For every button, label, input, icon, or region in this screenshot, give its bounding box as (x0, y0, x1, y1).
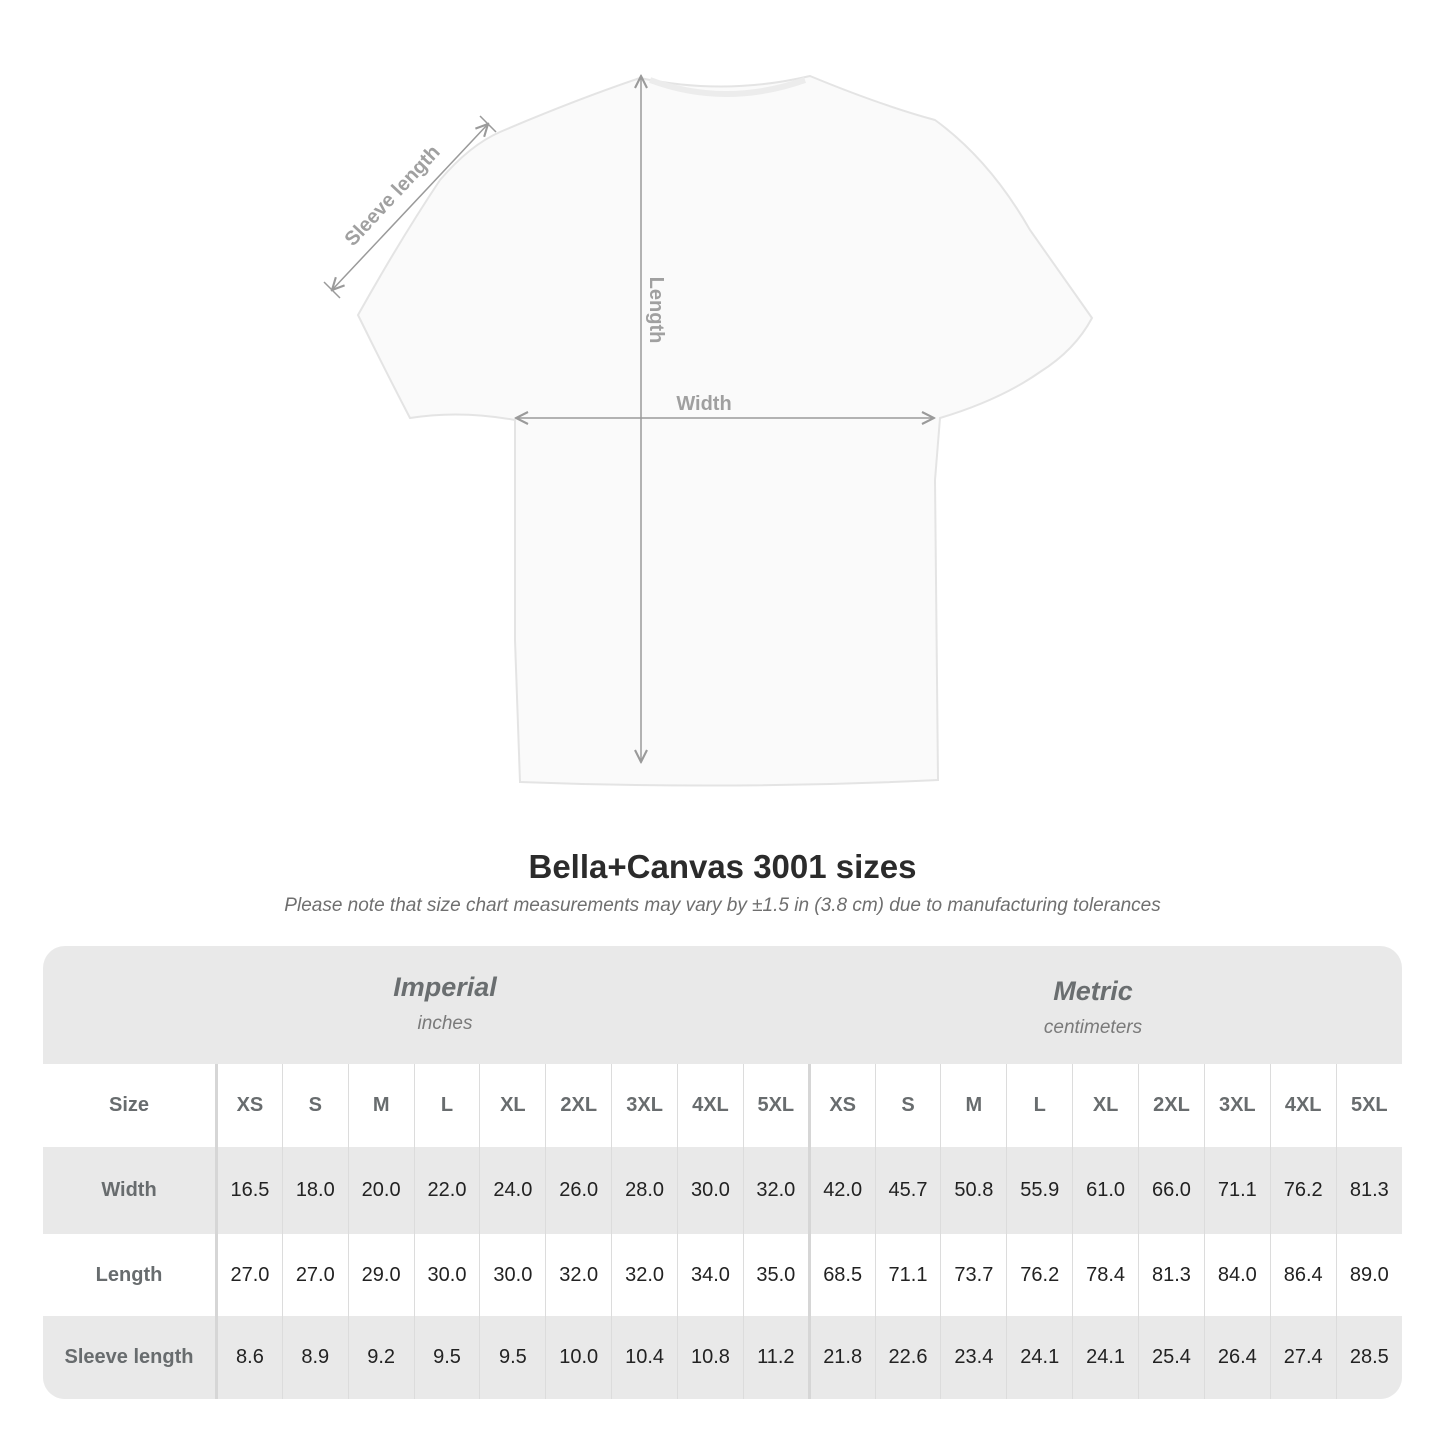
imperial-unit: inches (417, 1013, 473, 1034)
measurement-cell: 10.0 (545, 1316, 612, 1399)
table-row: Length 27.0 27.0 29.0 30.0 30.0 32.0 32.0 34.0 35… (43, 1234, 1402, 1316)
measurement-cell: 71.1 (1203, 1147, 1271, 1234)
size-imperial-header: 4XL (677, 1064, 744, 1147)
measurement-cell: 11.2 (742, 1316, 810, 1399)
size-imperial-header: XL (479, 1064, 546, 1147)
measurement-cell: 66.0 (1138, 1147, 1205, 1234)
measurement-cell: 68.5 (807, 1234, 876, 1316)
measurement-cell: 34.0 (677, 1234, 744, 1316)
measurement-cell: 27.0 (281, 1234, 349, 1316)
measurement-cell: 29.0 (347, 1234, 415, 1316)
size-chart-table: Imperial inches Metric centimeters Size X… (43, 946, 1402, 1399)
measurement-cell: 24.1 (1072, 1316, 1139, 1399)
table-row: Width 16.5 18.0 20.0 22.0 24.0 26.0 28.0 30.0 32.… (43, 1147, 1402, 1234)
measurement-cell: 50.8 (940, 1147, 1007, 1234)
measurement-cell: 71.1 (874, 1234, 941, 1316)
measurement-cell: 21.8 (807, 1316, 876, 1399)
measurement-cell: 42.0 (807, 1147, 876, 1234)
size-imperial-header: S (281, 1064, 349, 1147)
size-imperial-header: 5XL (742, 1064, 810, 1147)
measurement-cell: 22.0 (413, 1147, 480, 1234)
measurement-cell: 32.0 (545, 1234, 612, 1316)
measurement-cell: 81.3 (1138, 1234, 1205, 1316)
measurement-cell: 30.0 (677, 1147, 744, 1234)
measurement-cell: 9.5 (479, 1316, 546, 1399)
table-row: Sleeve length 8.6 8.9 9.2 9.5 9.5 10.0 10.4 10.8… (43, 1316, 1402, 1399)
measurement-cell: 86.4 (1269, 1234, 1337, 1316)
measurement-cell: 32.0 (742, 1147, 810, 1234)
measurement-cell: 26.0 (545, 1147, 612, 1234)
length-label: Length (645, 277, 667, 344)
imperial-title: Imperial (393, 972, 497, 1002)
row-label: Sleeve length (43, 1316, 218, 1399)
size-imperial-header: 2XL (545, 1064, 612, 1147)
measurement-cell: 24.0 (479, 1147, 546, 1234)
page-title: Bella+Canvas 3001 sizes (528, 848, 917, 885)
measurement-cell: 8.6 (216, 1316, 283, 1399)
measurement-cell: 81.3 (1335, 1147, 1402, 1234)
measurement-cell: 24.1 (1006, 1316, 1073, 1399)
row-label: Width (43, 1147, 218, 1234)
tshirt-shape (356, 74, 1094, 787)
size-imperial-header: M (347, 1064, 415, 1147)
size-metric-header: 5XL (1335, 1064, 1402, 1147)
size-imperial-header: L (413, 1064, 480, 1147)
measurement-cell: 9.5 (413, 1316, 480, 1399)
measurement-cell: 27.4 (1269, 1316, 1337, 1399)
measurement-cell: 23.4 (940, 1316, 1007, 1399)
measurement-cell: 9.2 (347, 1316, 415, 1399)
sleeve-arrow (332, 124, 488, 290)
measurement-cell: 76.2 (1006, 1234, 1073, 1316)
measurement-cell: 84.0 (1203, 1234, 1271, 1316)
measurement-cell: 28.0 (611, 1147, 678, 1234)
measurement-cell: 28.5 (1335, 1316, 1402, 1399)
metric-header: Metric centimeters (863, 976, 1323, 1039)
row-label: Length (43, 1234, 218, 1316)
size-table: Size XS S M L XL 2XL 3XL 4XL 5XL XS S M L XL 2XL 3XL 4XL 5… (43, 1064, 1402, 1399)
metric-title: Metric (1053, 976, 1133, 1006)
imperial-header: Imperial inches (215, 972, 675, 1035)
measurement-cell: 25.4 (1138, 1316, 1205, 1399)
measurement-cell: 10.4 (611, 1316, 678, 1399)
measurement-cell: 89.0 (1335, 1234, 1402, 1316)
size-metric-header: 3XL (1203, 1064, 1271, 1147)
size-metric-header: 2XL (1138, 1064, 1205, 1147)
size-metric-header: L (1006, 1064, 1073, 1147)
measurement-cell: 10.8 (677, 1316, 744, 1399)
tolerance-note: Please note that size chart measurements… (284, 895, 1161, 916)
measurement-cell: 32.0 (611, 1234, 678, 1316)
size-metric-header: XS (807, 1064, 876, 1147)
measurement-cell: 18.0 (281, 1147, 349, 1234)
measurement-cell: 35.0 (742, 1234, 810, 1316)
measurement-cell: 26.4 (1203, 1316, 1271, 1399)
measurement-cell: 61.0 (1072, 1147, 1139, 1234)
size-label: Size (43, 1064, 218, 1147)
width-label: Width (676, 393, 731, 415)
size-metric-header: XL (1072, 1064, 1139, 1147)
measurement-cell: 73.7 (940, 1234, 1007, 1316)
measurement-cell: 30.0 (479, 1234, 546, 1316)
measurement-cell: 76.2 (1269, 1147, 1337, 1234)
measurement-cell: 8.9 (281, 1316, 349, 1399)
measurement-cell: 16.5 (216, 1147, 283, 1234)
size-header-row: Size XS S M L XL 2XL 3XL 4XL 5XL XS S M L XL 2XL 3XL 4XL 5… (43, 1064, 1402, 1147)
measurement-cell: 55.9 (1006, 1147, 1073, 1234)
size-metric-header: M (940, 1064, 1007, 1147)
size-metric-header: 4XL (1269, 1064, 1337, 1147)
measurement-cell: 78.4 (1072, 1234, 1139, 1316)
size-imperial-header: 3XL (611, 1064, 678, 1147)
tshirt-diagram: Sleeve length Length Width (323, 0, 1094, 787)
metric-unit: centimeters (1043, 1017, 1143, 1038)
measurement-cell: 45.7 (874, 1147, 941, 1234)
size-imperial-header: XS (216, 1064, 283, 1147)
measurement-cell: 30.0 (413, 1234, 480, 1316)
size-metric-header: S (874, 1064, 941, 1147)
measurement-cell: 22.6 (874, 1316, 941, 1399)
measurement-cell: 27.0 (216, 1234, 283, 1316)
measurement-cell: 20.0 (347, 1147, 415, 1234)
